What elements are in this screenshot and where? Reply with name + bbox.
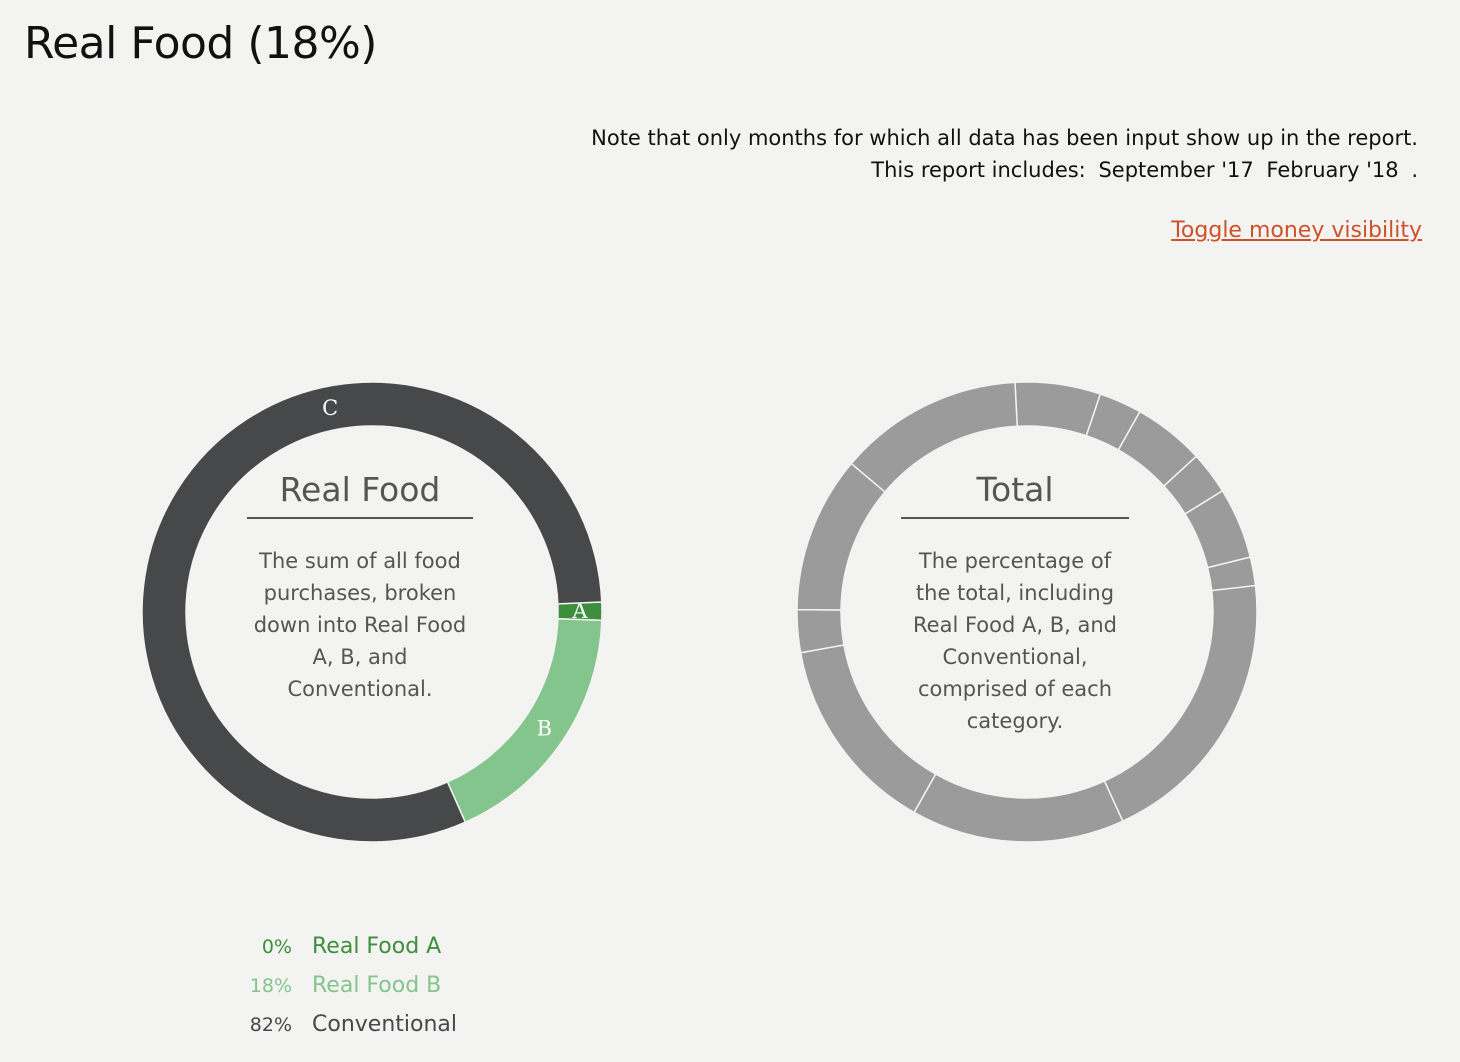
total-donut-segment — [850, 381, 1019, 494]
segment-label-b: B — [537, 717, 552, 741]
segment-label-a: A — [571, 599, 588, 623]
legend-item-real-food-b: 18% Real Food B — [236, 973, 457, 1012]
legend-label: Real Food B — [312, 973, 442, 998]
total-center: Total The percentage of the total, inclu… — [877, 470, 1153, 737]
segment-label-c: C — [322, 396, 338, 420]
real-food-legend: 0% Real Food A 18% Real Food B 82% Conve… — [236, 934, 457, 1051]
total-donut-segment — [796, 608, 845, 654]
note-line-1: Note that only months for which all data… — [591, 126, 1418, 150]
legend-label: Real Food A — [312, 934, 442, 959]
total-chart-description: The percentage of the total, including R… — [913, 549, 1117, 733]
page-title: Real Food (18%) — [24, 18, 377, 69]
legend-percent: 18% — [249, 975, 292, 997]
donut-segment-c — [141, 381, 603, 843]
total-donut-segment — [913, 773, 1124, 843]
note-suffix: . — [1411, 158, 1418, 182]
report-note: Note that only months for which all data… — [591, 122, 1418, 186]
note-prefix: This report includes: — [871, 158, 1086, 182]
total-donut-chart — [796, 381, 1258, 843]
legend-percent: 0% — [261, 936, 292, 958]
toggle-money-visibility-link[interactable]: Toggle money visibility — [1171, 218, 1422, 243]
report-month: February '18 — [1266, 158, 1399, 182]
legend-label: Conventional — [312, 1012, 457, 1037]
legend-item-real-food-a: 0% Real Food A — [236, 934, 457, 973]
real-food-center: Real Food The sum of all food purchases,… — [222, 470, 498, 705]
total-chart-title: Total — [901, 470, 1129, 519]
report-month: September '17 — [1098, 158, 1254, 182]
real-food-donut-chart: A B C — [141, 381, 603, 843]
note-line-2: This report includes: September '17 Febr… — [591, 154, 1418, 186]
total-donut-segment — [1014, 381, 1102, 437]
real-food-chart-description: The sum of all food purchases, broken do… — [253, 549, 467, 701]
legend-item-conventional: 82% Conventional — [236, 1012, 457, 1051]
total-donut-segment — [796, 462, 886, 611]
real-food-chart-title: Real Food — [247, 470, 473, 519]
legend-percent: 82% — [249, 1014, 292, 1036]
